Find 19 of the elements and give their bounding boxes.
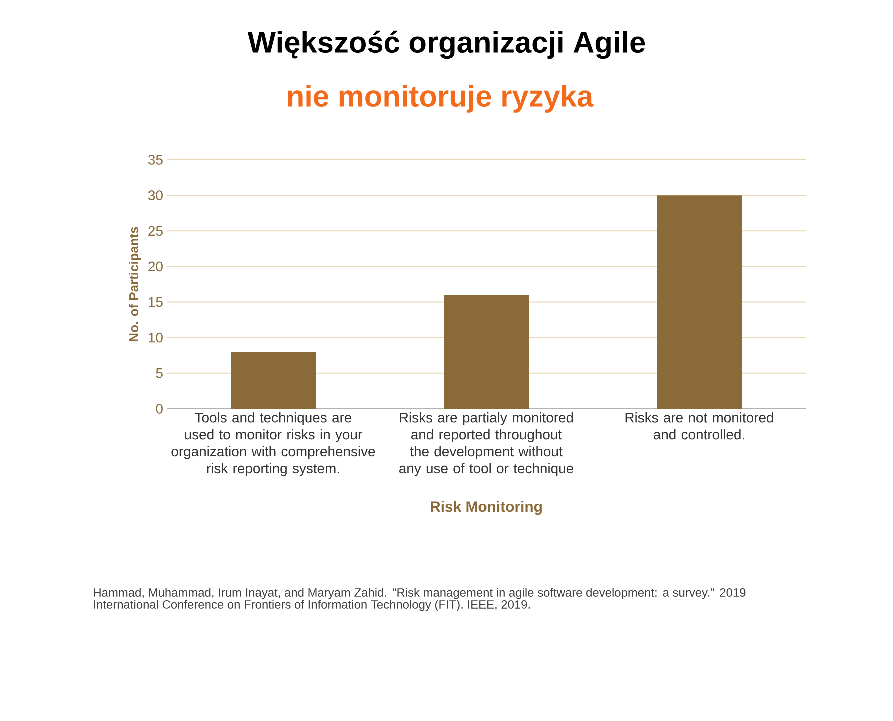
y-tick-label: 5 <box>156 368 163 378</box>
y-tick-label: 35 <box>148 155 163 165</box>
y-tick-label: 20 <box>148 262 163 272</box>
text: Hammad, Muhammad, Irum Inayat, and Maryam Zahid. "Risk management in agile software development: a survey." 2019 International Conference on Frontiers of Information Technology (FIT). IEEE, 2019. <box>94 588 746 612</box>
bar <box>657 196 742 409</box>
y-tick-label: 25 <box>148 226 163 236</box>
x-tick-label: Risks are not monitored and controlled. <box>626 412 774 440</box>
x-tick-label: Risks are partialy monitored and reported throughout the development without any use of tool or technique <box>399 412 574 476</box>
y-tick-label: 0 <box>156 404 163 414</box>
y-tick-label: 10 <box>149 332 163 343</box>
chart-title: Większość organizacji Agile <box>248 30 646 60</box>
x-tick-label: Tools and techniques are used to monitor risks in your organization with comprehensive risk reporting system. <box>172 412 376 476</box>
bar <box>231 352 316 409</box>
bar <box>444 295 530 409</box>
x-axis-title: Risk Monitoring <box>431 501 542 516</box>
y-tick-label: 15 <box>149 297 163 308</box>
y-axis-title: No. of Participants <box>129 227 142 342</box>
y-tick-label: 30 <box>148 190 163 201</box>
chart-subtitle: nie monitoruje ryzyka <box>288 85 594 113</box>
